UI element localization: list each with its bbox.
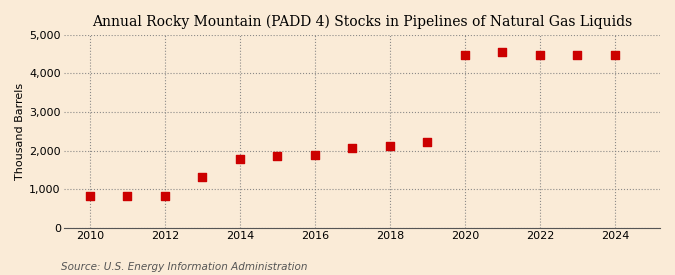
Point: [347, 146, 358, 150]
Point: [272, 153, 283, 158]
Point: [84, 194, 95, 198]
Text: Source: U.S. Energy Information Administration: Source: U.S. Energy Information Administ…: [61, 262, 307, 272]
Point: [422, 140, 433, 144]
Point: [159, 194, 170, 198]
Point: [310, 153, 321, 157]
Point: [197, 175, 208, 179]
Point: [572, 53, 583, 57]
Point: [610, 53, 620, 57]
Point: [122, 193, 133, 198]
Point: [497, 50, 508, 54]
Point: [385, 144, 396, 148]
Point: [460, 53, 470, 57]
Point: [234, 156, 245, 161]
Point: [535, 53, 545, 57]
Y-axis label: Thousand Barrels: Thousand Barrels: [15, 83, 25, 180]
Title: Annual Rocky Mountain (PADD 4) Stocks in Pipelines of Natural Gas Liquids: Annual Rocky Mountain (PADD 4) Stocks in…: [92, 15, 632, 29]
